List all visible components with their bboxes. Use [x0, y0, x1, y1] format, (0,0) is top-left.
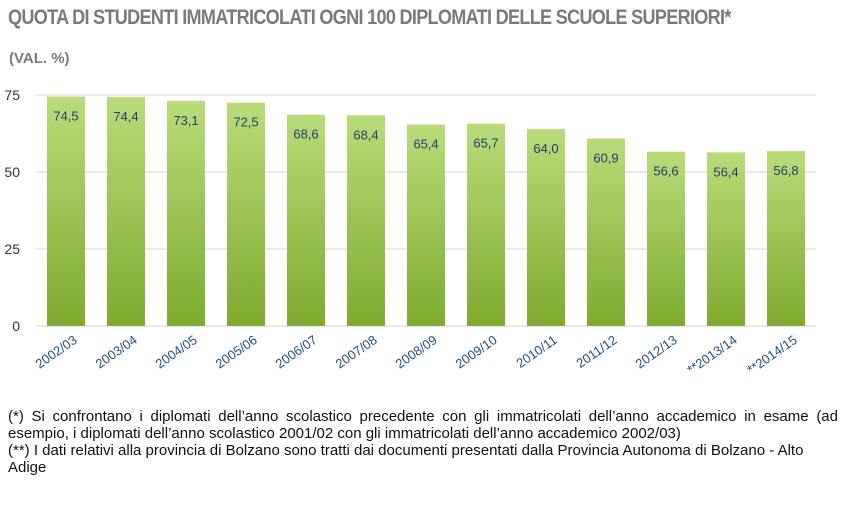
value-label: 56,8 — [773, 163, 798, 178]
y-tick-label: 25 — [4, 241, 20, 257]
x-tick-label: 2012/13 — [633, 332, 680, 371]
x-tick-label: 2011/12 — [573, 332, 619, 371]
value-label: 68,4 — [353, 127, 378, 142]
y-tick-label: 75 — [4, 87, 20, 103]
x-axis-ticks: 2002/03 2003/04 2004/05 2005/06 2006/07 2007/… — [33, 332, 800, 377]
x-tick-label: 2008/09 — [393, 332, 440, 371]
y-tick-label: 0 — [12, 318, 20, 334]
value-label: 72,5 — [233, 115, 258, 130]
footnote-1: (*) Si confrontano i diplomati dell’anno… — [8, 408, 838, 442]
y-axis-ticks: 0 25 50 75 — [4, 87, 20, 334]
value-label: 56,4 — [713, 164, 738, 179]
chart-title: QUOTA DI STUDENTI IMMATRICOLATI OGNI 100… — [8, 6, 731, 29]
value-label: 64,0 — [533, 141, 558, 156]
value-labels: 74,5 74,4 73,1 72,5 68,6 68,4 65,4 65,7 64,0 60,9… — [53, 109, 798, 180]
bar — [347, 115, 385, 326]
value-label: 74,4 — [113, 109, 138, 124]
bar — [587, 138, 625, 326]
x-tick-label: 2003/04 — [93, 332, 140, 371]
x-tick-label: 2002/03 — [33, 332, 80, 371]
bar — [47, 96, 85, 326]
x-tick-label: **2013/14 — [684, 332, 739, 377]
x-tick-label: 2007/08 — [333, 332, 380, 371]
bar — [467, 123, 505, 326]
value-label: 65,7 — [473, 136, 498, 151]
bar — [107, 96, 145, 327]
y-tick-label: 50 — [4, 164, 20, 180]
x-tick-label: 2010/11 — [513, 332, 559, 371]
value-label: 68,6 — [293, 127, 318, 142]
value-label: 74,5 — [53, 109, 78, 124]
bar — [407, 124, 445, 327]
bars — [47, 96, 805, 327]
footnote-2: (**) I dati relativi alla provincia di B… — [8, 442, 804, 476]
chart-subtitle: (VAL. %) — [9, 50, 70, 67]
value-label: 65,4 — [413, 137, 438, 152]
x-tick-label: 2005/06 — [213, 332, 260, 371]
bar — [167, 100, 205, 327]
value-label: 73,1 — [173, 113, 198, 128]
value-label: 56,6 — [653, 164, 678, 179]
footnotes: (*) Si confrontano i diplomati dell’anno… — [8, 408, 838, 476]
bar — [647, 151, 685, 326]
bar — [287, 114, 325, 326]
bar — [227, 102, 265, 326]
value-label: 60,9 — [593, 150, 618, 165]
x-tick-label: 2009/10 — [453, 332, 500, 371]
bar — [527, 128, 565, 326]
x-tick-label: 2006/07 — [273, 332, 320, 371]
x-tick-label: **2014/15 — [744, 332, 799, 377]
bar — [767, 151, 805, 326]
bar — [707, 152, 745, 326]
x-tick-label: 2004/05 — [153, 332, 200, 371]
bar-chart: 74,5 74,4 73,1 72,5 68,6 68,4 65,4 65,7 64,0 60,9… — [4, 87, 816, 377]
